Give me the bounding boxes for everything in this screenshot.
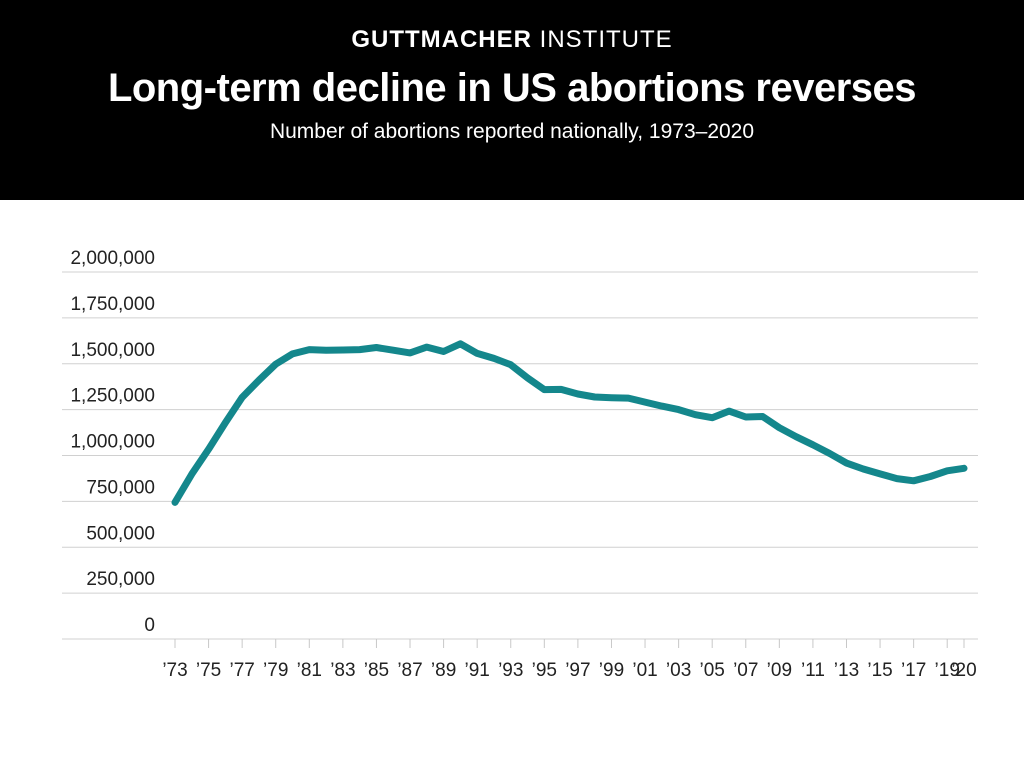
x-tick-label: ’91 (464, 660, 489, 681)
x-tick-label: ’73 (162, 660, 187, 681)
x-tick-label: ’01 (632, 660, 657, 681)
x-tick-label: ’11 (801, 660, 825, 681)
brand-name-light: INSTITUTE (539, 26, 673, 53)
x-tick-label: ’83 (330, 660, 355, 681)
y-tick-label: 1,750,000 (70, 294, 155, 315)
x-tick-label: ’05 (700, 660, 725, 681)
y-tick-label: 0 (144, 615, 155, 636)
x-tick-label: ’17 (901, 660, 926, 681)
x-tick-label: ’15 (867, 660, 892, 681)
x-axis-ticks (174, 639, 965, 648)
x-tick-label: ’85 (364, 660, 389, 681)
y-tick-label: 750,000 (86, 477, 155, 498)
x-tick-label: ’03 (666, 660, 691, 681)
y-axis-labels: 0 250,000 500,000 750,000 1,000,000 1,250,000… (70, 248, 155, 636)
x-tick-label: ’07 (733, 660, 758, 681)
x-tick-label: ’89 (431, 660, 456, 681)
y-tick-label: 1,250,000 (70, 386, 155, 407)
x-tick-label: ’93 (498, 660, 523, 681)
brand-logo: GUTTMACHER INSTITUTE (0, 26, 1024, 54)
y-tick-label: 1,500,000 (70, 340, 155, 361)
x-tick-label: ’20 (951, 660, 976, 681)
chart-title: Long-term decline in US abortions revers… (107, 66, 917, 110)
grid-lines (62, 271, 978, 640)
y-tick-label: 250,000 (86, 569, 155, 590)
x-tick-label: ’95 (532, 660, 557, 681)
y-tick-label: 1,000,000 (70, 432, 155, 453)
x-axis-labels: ’73 ’75 ’77 ’79 ’81 ’83 ’85 ’87 ’89 ’91 ’93 ’95 ’97 ’… (162, 660, 976, 681)
x-tick-label: ’75 (196, 660, 221, 681)
x-tick-label: ’87 (397, 660, 422, 681)
x-tick-label: ’09 (767, 660, 792, 681)
x-tick-label: ’81 (297, 660, 322, 681)
x-tick-label: ’79 (263, 660, 288, 681)
line-chart: 0 250,000 500,000 750,000 1,000,000 1,250,000… (62, 248, 978, 681)
header-banner: GUTTMACHER INSTITUTE Long-term decline i… (0, 0, 1024, 200)
x-tick-label: ’77 (229, 660, 254, 681)
x-tick-label: ’97 (565, 660, 590, 681)
brand-name-bold: GUTTMACHER (351, 26, 532, 53)
y-tick-label: 2,000,000 (70, 248, 155, 269)
x-tick-label: ’99 (599, 660, 624, 681)
series-line-abortions (171, 340, 968, 506)
x-tick-label: ’19 (935, 660, 960, 681)
series-lines (171, 340, 968, 506)
x-tick-label: ’13 (834, 660, 859, 681)
y-tick-label: 500,000 (86, 523, 155, 544)
chart-subtitle: Number of abortions reported nationally,… (269, 120, 755, 143)
